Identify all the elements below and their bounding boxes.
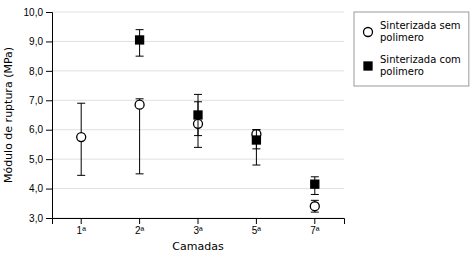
point — [311, 180, 319, 188]
tick-mark — [46, 189, 52, 190]
point — [136, 36, 144, 44]
axis-line — [53, 219, 345, 225]
y-axis: 3,0 4,0 5,0 6,0 7,0 8,0 9,0 10,0 — [24, 7, 53, 224]
tick-label: 3,0 — [29, 213, 43, 224]
tick-mark — [46, 100, 52, 101]
tick-mark — [198, 218, 199, 224]
legend-frame — [354, 12, 469, 86]
tick: 5ª — [252, 218, 262, 236]
tick-mark — [46, 130, 52, 131]
tick-label: 5ª — [252, 225, 262, 236]
error-bar — [311, 177, 319, 195]
tick-mark — [139, 218, 140, 224]
legend-item: Sinterizada compolimero — [364, 54, 461, 77]
tick: 4,0 — [29, 183, 52, 194]
tick-mark — [46, 12, 52, 13]
tick-label: 8,0 — [29, 66, 43, 77]
error-bar — [136, 30, 144, 56]
grid-line — [52, 188, 344, 189]
tick-label: 10,0 — [24, 7, 44, 18]
grid-line — [52, 159, 344, 160]
tick: 6,0 — [29, 124, 52, 135]
tick-label: 7,0 — [29, 95, 43, 106]
grid — [52, 12, 344, 218]
chart: 3,0 4,0 5,0 6,0 7,0 8,0 9,0 10,0 1ª 2ª 3ª 5ª 7ª Camad… — [0, 0, 472, 256]
legend: Sinterizada sempolimero Sinterizada compo… — [354, 12, 469, 86]
grid-line — [52, 41, 344, 42]
tick-mark — [46, 71, 52, 72]
tick: 8,0 — [29, 66, 52, 77]
tick-mark — [46, 41, 52, 42]
legend-label: Sinterizada compolimero — [380, 54, 461, 77]
point — [310, 202, 319, 211]
point — [77, 133, 86, 142]
tick-label: 3ª — [193, 225, 203, 236]
grid-line — [52, 12, 344, 13]
tick-label: 9,0 — [29, 36, 43, 47]
legend-item: Sinterizada sempolimero — [364, 20, 461, 43]
tick: 2ª — [135, 218, 145, 236]
error-bar — [136, 99, 144, 174]
x-axis: 1ª 2ª 3ª 5ª 7ª — [53, 218, 345, 236]
axis-line — [46, 13, 53, 219]
tick: 10,0 — [24, 7, 52, 18]
error-bar — [77, 103, 85, 175]
tick-mark — [46, 159, 52, 160]
tick: 1ª — [77, 218, 87, 236]
error-bar — [194, 94, 202, 135]
series — [136, 30, 319, 195]
tick-label: 6,0 — [29, 124, 43, 135]
plot: 3,0 4,0 5,0 6,0 7,0 8,0 9,0 10,0 1ª 2ª 3ª 5ª 7ª Camad… — [2, 7, 345, 253]
tick: 5,0 — [29, 154, 52, 165]
tick-mark — [81, 218, 82, 224]
error-bar — [311, 200, 319, 212]
legend-symbol — [364, 62, 372, 70]
tick-mark — [314, 218, 315, 224]
y-axis-title: Módulo de ruptura (MPa) — [2, 47, 15, 183]
point — [252, 136, 260, 144]
tick: 7ª — [310, 218, 320, 236]
tick-label: 1ª — [77, 225, 87, 236]
tick: 3,0 — [29, 213, 52, 224]
grid-line — [52, 70, 344, 71]
tick-label: 2ª — [135, 225, 145, 236]
tick: 7,0 — [29, 95, 52, 106]
point — [194, 111, 202, 119]
tick-label: 4,0 — [29, 183, 43, 194]
tick: 9,0 — [29, 36, 52, 47]
error-bar — [252, 130, 260, 165]
series — [77, 99, 320, 212]
x-axis-title: Camadas — [172, 240, 224, 253]
point — [135, 100, 144, 109]
tick: 3ª — [193, 218, 203, 236]
tick-label: 5,0 — [29, 154, 43, 165]
tick-label: 7ª — [310, 225, 320, 236]
tick-mark — [46, 218, 52, 219]
marks — [77, 30, 320, 212]
legend-symbol — [364, 28, 373, 37]
tick-mark — [256, 218, 257, 224]
legend-label: Sinterizada sempolimero — [380, 20, 461, 43]
